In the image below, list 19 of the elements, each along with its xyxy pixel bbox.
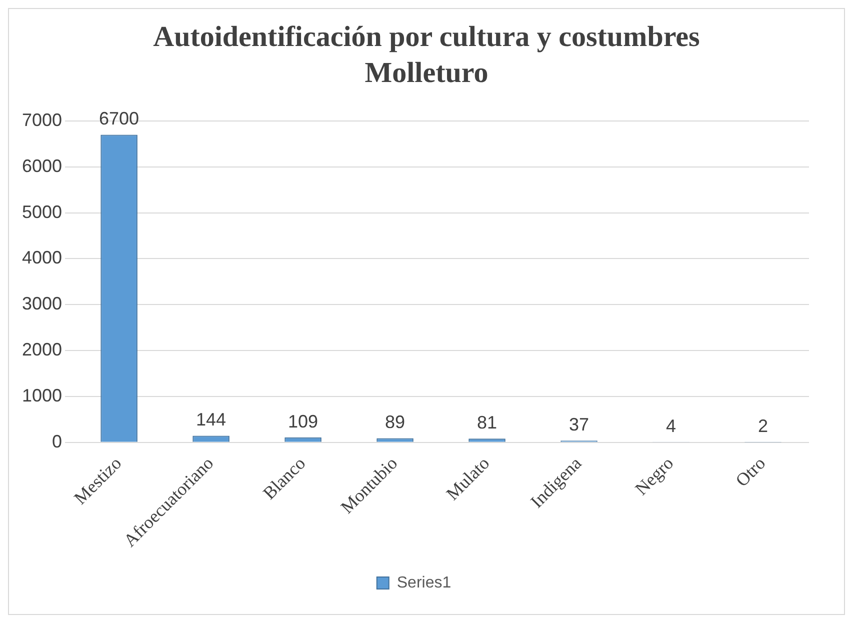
- data-label: 37: [569, 414, 590, 435]
- y-tick-label: 5000: [22, 202, 62, 222]
- data-label: 6700: [99, 108, 140, 129]
- y-tick-label: 2000: [22, 339, 62, 360]
- y-tick-label: 3000: [22, 294, 62, 314]
- data-label: 89: [385, 412, 406, 432]
- y-tick-label: 0: [52, 431, 62, 452]
- chart-title: Autoidentificación por cultura y costumbres Molleturo: [152, 20, 701, 91]
- y-tick-label: 7000: [22, 110, 62, 130]
- data-label: 2: [758, 416, 768, 436]
- data-label: 109: [288, 411, 318, 432]
- legend-label: Series1: [396, 574, 452, 592]
- y-tick-label: 4000: [22, 248, 62, 268]
- y-tick-label: 6000: [22, 156, 62, 176]
- data-label: 4: [666, 416, 676, 436]
- x-tick-label: Otro: [732, 453, 770, 490]
- y-tick-label: 1000: [22, 385, 62, 406]
- data-label: 144: [196, 410, 226, 430]
- data-label: 81: [477, 412, 498, 433]
